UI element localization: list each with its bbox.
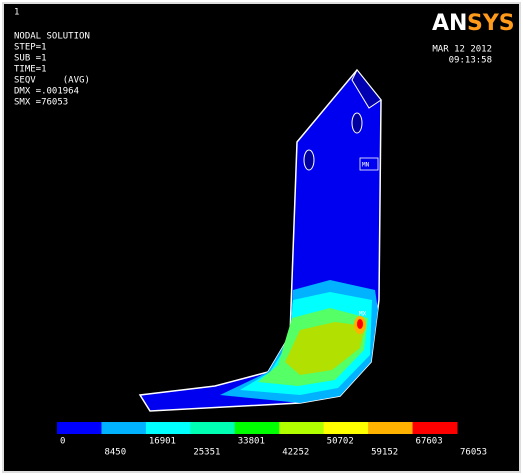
header-line: TIME=1 <box>14 65 47 75</box>
ansys-viewport: 1 NODAL SOLUTIONSTEP=1SUB =1TIME=1SEQV (… <box>0 0 523 475</box>
max-marker: MX <box>359 311 367 318</box>
header-line: STEP=1 <box>14 43 47 53</box>
header-line: NODAL SOLUTION <box>14 32 90 42</box>
legend-label: 76053 <box>460 448 487 458</box>
legend-label: 25351 <box>193 448 220 458</box>
time: 09:13:58 <box>449 56 492 66</box>
legend-swatch <box>190 422 235 434</box>
legend-swatch <box>279 422 324 434</box>
legend-label: 59152 <box>371 448 398 458</box>
header-line: SUB =1 <box>14 54 47 64</box>
contour-red <box>357 319 363 329</box>
legend-swatch <box>235 422 280 434</box>
legend-swatch <box>146 422 191 434</box>
legend-label: 16901 <box>149 437 176 447</box>
legend-label: 8450 <box>104 448 126 458</box>
legend-label: 42252 <box>282 448 309 458</box>
header-line: SEQV (AVG) <box>14 76 90 86</box>
legend-swatch <box>101 422 146 434</box>
legend-label: 67603 <box>416 437 443 447</box>
legend-label: 50702 <box>327 437 354 447</box>
logo-sys: SYS <box>467 11 515 36</box>
legend-swatch <box>324 422 369 434</box>
legend-label: 0 <box>60 437 65 447</box>
hole <box>304 150 314 170</box>
legend-swatch <box>57 422 102 434</box>
header-line: SMX =76053 <box>14 98 68 108</box>
hole <box>352 113 362 133</box>
legend-label: 33801 <box>238 437 265 447</box>
window-number: 1 <box>14 8 19 18</box>
min-marker: MN <box>362 162 370 169</box>
legend-swatch <box>413 422 458 434</box>
legend-swatch <box>368 422 413 434</box>
header-line: DMX =.001964 <box>14 87 79 97</box>
date: MAR 12 2012 <box>432 45 492 55</box>
logo-an: AN <box>432 11 467 36</box>
